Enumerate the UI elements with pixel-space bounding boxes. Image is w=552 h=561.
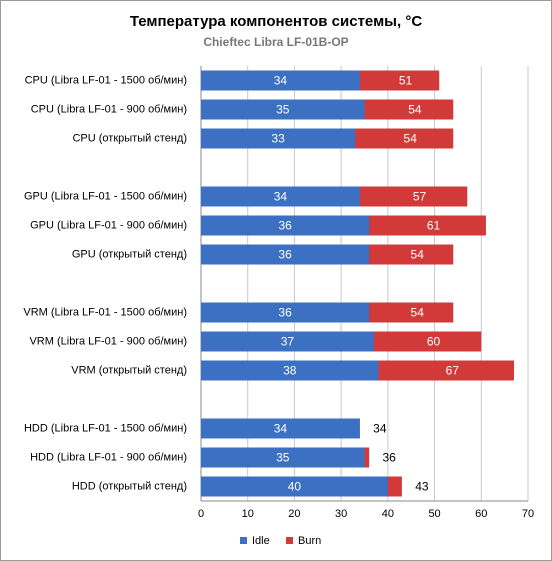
data-label: 35 [276, 103, 290, 117]
data-label: 35 [276, 451, 290, 465]
y-tick-label: CPU (открытый стенд) [72, 132, 187, 144]
x-tick-label: 40 [382, 508, 394, 520]
data-label: 34 [274, 190, 288, 204]
bar [201, 70, 360, 91]
data-label: 51 [399, 74, 413, 88]
y-tick-label: GPU (Libra LF-01 - 1500 об/мин) [24, 190, 187, 202]
y-tick-label: VRM (Libra LF-01 - 900 об/мин) [29, 335, 187, 347]
x-tick-label: 70 [522, 508, 534, 520]
bar [201, 360, 379, 381]
x-tick-label: 20 [288, 508, 300, 520]
data-label: 37 [281, 335, 295, 349]
data-label: 36 [382, 451, 396, 465]
data-label: 34 [274, 74, 288, 88]
x-tick-label: 50 [428, 508, 440, 520]
data-label: 36 [278, 306, 292, 320]
bar [201, 215, 370, 236]
chart-subtitle: Chieftec Libra LF-01B-OP [203, 35, 348, 49]
bar [201, 476, 388, 497]
x-tick-label: 30 [335, 508, 347, 520]
bar [201, 244, 370, 265]
y-tick-label: VRM (Libra LF-01 - 1500 об/мин) [23, 306, 187, 318]
data-label: 54 [411, 248, 425, 262]
legend-label: Burn [298, 535, 321, 547]
x-tick-label: 0 [198, 508, 204, 520]
x-tick-label: 10 [242, 508, 254, 520]
chart-title: Температура компонентов системы, °C [130, 13, 422, 30]
bar [201, 128, 356, 149]
bar [201, 99, 365, 120]
data-label: 33 [271, 132, 285, 146]
data-label: 43 [415, 480, 429, 494]
legend-swatch [286, 537, 293, 544]
y-tick-label: HDD (Libra LF-01 - 1500 об/мин) [24, 422, 187, 434]
data-label: 60 [427, 335, 441, 349]
data-label: 54 [408, 103, 422, 117]
bar [201, 302, 370, 323]
y-tick-label: HDD (Libra LF-01 - 900 об/мин) [30, 451, 187, 463]
data-label: 36 [278, 219, 292, 233]
data-label: 67 [446, 364, 460, 378]
data-label: 34 [274, 422, 288, 436]
bar [201, 331, 374, 352]
data-label: 38 [283, 364, 297, 378]
data-label: 36 [278, 248, 292, 262]
bar [201, 447, 365, 468]
data-label: 57 [413, 190, 427, 204]
bar [201, 186, 360, 207]
data-label: 34 [373, 422, 387, 436]
data-label: 54 [411, 306, 425, 320]
legend-label: Idle [252, 535, 270, 547]
data-label: 54 [404, 132, 418, 146]
y-tick-label: VRM (открытый стенд) [71, 364, 187, 376]
bar [201, 418, 360, 439]
data-label: 61 [427, 219, 441, 233]
y-tick-label: HDD (открытый стенд) [72, 480, 187, 492]
y-tick-label: CPU (Libra LF-01 - 900 об/мин) [31, 103, 187, 115]
y-tick-label: CPU (Libra LF-01 - 1500 об/мин) [25, 74, 187, 86]
data-label: 40 [288, 480, 302, 494]
y-tick-label: GPU (Libra LF-01 - 900 об/мин) [30, 219, 187, 231]
legend-swatch [240, 537, 247, 544]
y-tick-label: GPU (открытый стенд) [72, 248, 187, 260]
x-tick-label: 60 [475, 508, 487, 520]
